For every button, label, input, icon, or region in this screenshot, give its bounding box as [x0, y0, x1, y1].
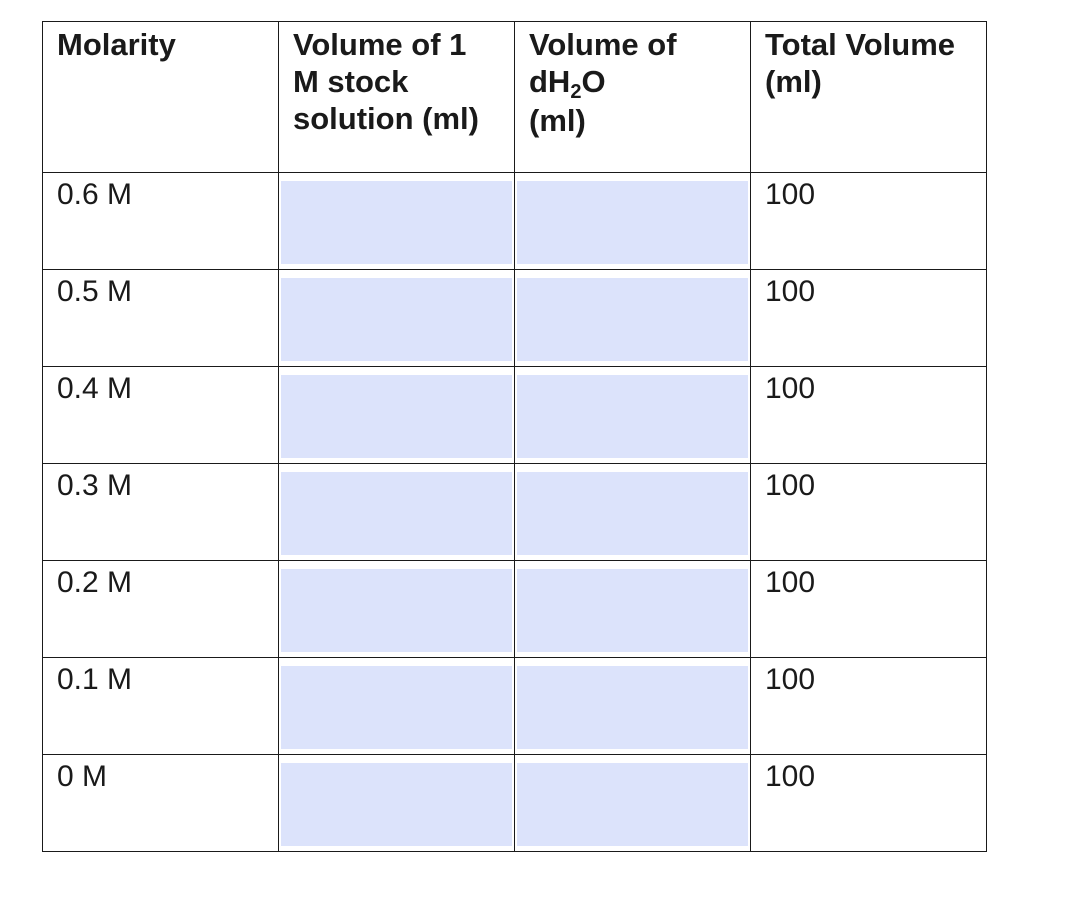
total-volume-value: 100 [765, 372, 816, 405]
molarity-value: 0.1 M [57, 663, 133, 696]
molarity-cell: 0 M [42, 754, 279, 852]
stock-volume-cell [278, 463, 515, 561]
water-volume-input[interactable] [517, 763, 748, 846]
table-row: 0.1 M 100 [42, 657, 987, 755]
table-row: 0 M 100 [42, 754, 987, 852]
water-volume-cell [514, 754, 751, 852]
table-row: 0.5 M 100 [42, 269, 987, 367]
stock-volume-input[interactable] [281, 569, 512, 652]
molarity-cell: 0.6 M [42, 172, 279, 270]
molarity-cell: 0.5 M [42, 269, 279, 367]
header-water-unit: (ml) [529, 103, 586, 138]
stock-volume-cell [278, 269, 515, 367]
total-volume-value: 100 [765, 566, 816, 599]
total-volume-cell: 100 [750, 366, 987, 464]
molarity-value: 0.4 M [57, 372, 133, 405]
molarity-value: 0.2 M [57, 566, 133, 599]
water-volume-input[interactable] [517, 472, 748, 555]
header-molarity: Molarity [42, 21, 279, 173]
water-volume-cell [514, 366, 751, 464]
table-header-row: Molarity Volume of 1 M stock solution (m… [42, 21, 987, 173]
stock-volume-input[interactable] [281, 278, 512, 361]
molarity-value: 0.5 M [57, 275, 133, 308]
table-row: 0.4 M 100 [42, 366, 987, 464]
total-volume-cell: 100 [750, 560, 987, 658]
formula-dh: dH [529, 64, 571, 99]
water-volume-cell [514, 463, 751, 561]
total-volume-cell: 100 [750, 754, 987, 852]
water-volume-input[interactable] [517, 278, 748, 361]
molarity-cell: 0.1 M [42, 657, 279, 755]
molarity-cell: 0.4 M [42, 366, 279, 464]
molarity-value: 0 M [57, 760, 108, 793]
water-volume-input[interactable] [517, 666, 748, 749]
stock-volume-cell [278, 560, 515, 658]
molarity-cell: 0.2 M [42, 560, 279, 658]
stock-volume-input[interactable] [281, 763, 512, 846]
total-volume-cell: 100 [750, 172, 987, 270]
molarity-cell: 0.3 M [42, 463, 279, 561]
stock-volume-cell [278, 754, 515, 852]
total-volume-cell: 100 [750, 463, 987, 561]
water-volume-input[interactable] [517, 181, 748, 264]
formula-subscript: 2 [570, 81, 582, 103]
water-volume-cell [514, 560, 751, 658]
header-total-volume-label: Total Volume (ml) [765, 27, 956, 99]
header-water-formula: dH2O [529, 63, 736, 103]
molarity-value: 0.6 M [57, 178, 133, 211]
header-water-prefix: Volume of [529, 27, 677, 62]
water-volume-input[interactable] [517, 375, 748, 458]
stock-volume-input[interactable] [281, 666, 512, 749]
header-stock-volume-label: Volume of 1 M stock solution (ml) [293, 27, 479, 136]
stock-volume-input[interactable] [281, 181, 512, 264]
water-volume-input[interactable] [517, 569, 748, 652]
table-row: 0.6 M 100 [42, 172, 987, 270]
header-total-volume: Total Volume (ml) [750, 21, 987, 173]
water-volume-cell [514, 657, 751, 755]
total-volume-cell: 100 [750, 657, 987, 755]
dilution-table: Molarity Volume of 1 M stock solution (m… [42, 21, 987, 852]
water-volume-cell [514, 269, 751, 367]
total-volume-value: 100 [765, 275, 816, 308]
molarity-value: 0.3 M [57, 469, 133, 502]
table-row: 0.2 M 100 [42, 560, 987, 658]
header-water-volume: Volume of dH2O (ml) [514, 21, 751, 173]
formula-o: O [581, 64, 606, 99]
stock-volume-input[interactable] [281, 472, 512, 555]
stock-volume-cell [278, 657, 515, 755]
header-water-volume-label: Volume of dH2O (ml) [515, 22, 750, 139]
header-stock-volume: Volume of 1 M stock solution (ml) [278, 21, 515, 173]
stock-volume-input[interactable] [281, 375, 512, 458]
total-volume-cell: 100 [750, 269, 987, 367]
header-molarity-label: Molarity [57, 27, 176, 62]
water-volume-cell [514, 172, 751, 270]
total-volume-value: 100 [765, 178, 816, 211]
stock-volume-cell [278, 172, 515, 270]
table-row: 0.3 M 100 [42, 463, 987, 561]
total-volume-value: 100 [765, 663, 816, 696]
total-volume-value: 100 [765, 469, 816, 502]
total-volume-value: 100 [765, 760, 816, 793]
stock-volume-cell [278, 366, 515, 464]
